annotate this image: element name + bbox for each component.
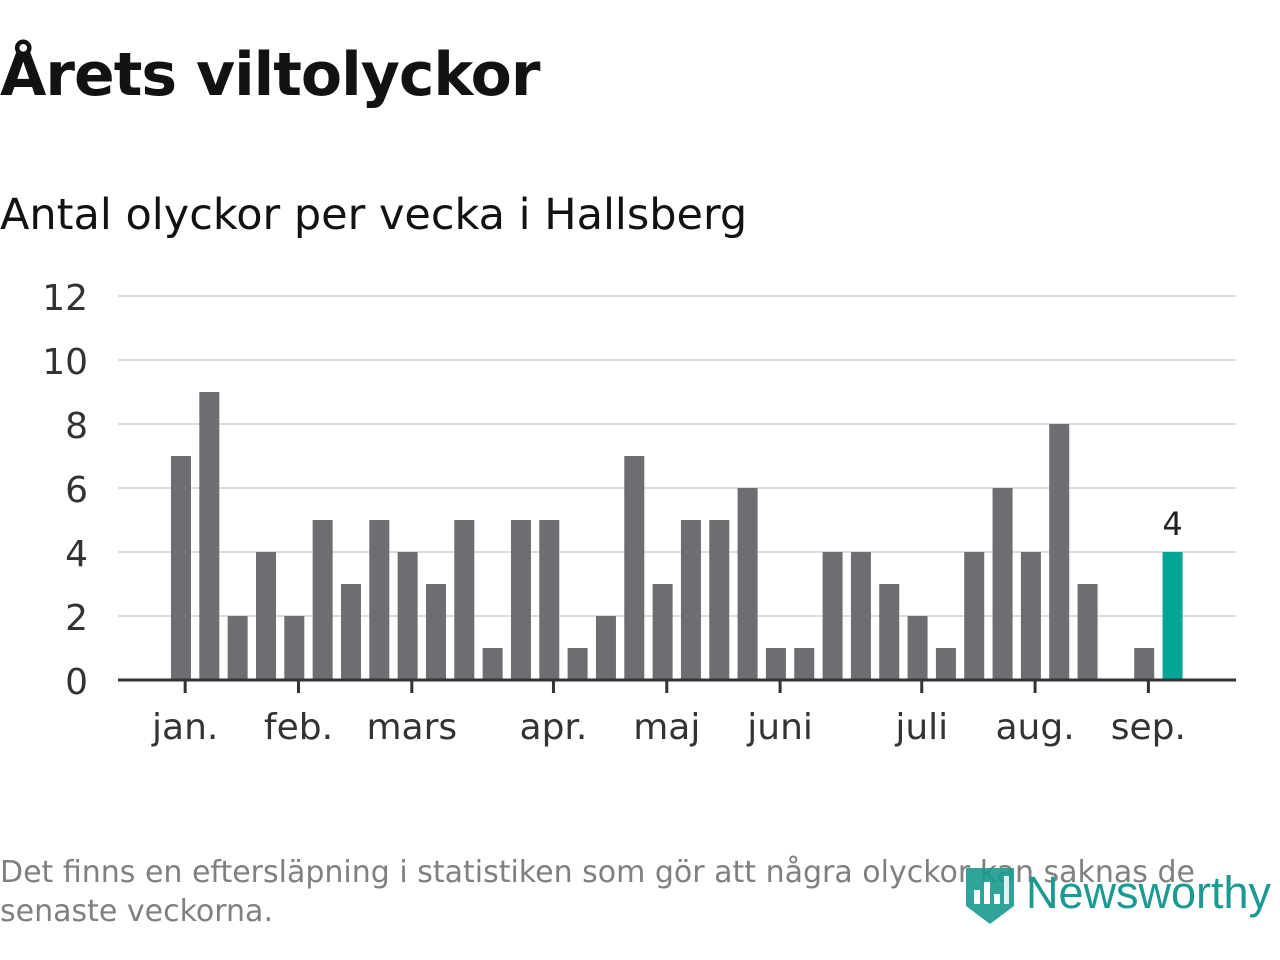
- bar: [255, 552, 276, 680]
- newsworthy-logo[interactable]: Newsworthy: [964, 858, 1271, 928]
- bar: [567, 648, 588, 680]
- bar: [709, 520, 730, 680]
- bar-chart: 0 2 4 6 8 10 12 jan. feb. mars apr. maj juni juli aug.…: [42, 278, 1236, 748]
- bar: [765, 648, 786, 680]
- bar: [171, 456, 191, 680]
- bar: [425, 584, 446, 680]
- labels: 0 2 4 6 8 10 12 jan. feb. mars apr. maj juni juli aug.…: [42, 278, 1186, 748]
- x-axis: [118, 678, 1236, 693]
- bar: [312, 520, 333, 680]
- bar: [595, 616, 616, 680]
- x-tick-label: aug.: [995, 707, 1074, 748]
- y-tick-label: 8: [65, 406, 88, 447]
- chart-title: Årets viltolyckor: [0, 40, 540, 110]
- y-tick-label: 4: [65, 534, 88, 575]
- y-tick-label: 0: [65, 662, 88, 703]
- bar: [199, 392, 220, 680]
- y-tick-label: 6: [65, 470, 88, 511]
- y-tick-label: 2: [65, 598, 88, 639]
- bar: [482, 648, 503, 680]
- bars: [171, 392, 1183, 680]
- bar: [1020, 552, 1041, 680]
- bar: [907, 616, 928, 680]
- x-tick-label: jan.: [151, 707, 218, 748]
- bar: [1134, 648, 1155, 680]
- bar: [284, 616, 305, 680]
- bar: [992, 488, 1013, 680]
- bar: [935, 648, 956, 680]
- x-tick-label: juli: [894, 707, 948, 748]
- bar-chart-shield-icon: [966, 868, 1014, 924]
- bar: [624, 456, 645, 680]
- bar: [454, 520, 475, 680]
- highlight-bar: [1162, 552, 1183, 680]
- bar: [680, 520, 701, 680]
- bar: [822, 552, 843, 680]
- bar: [964, 552, 985, 680]
- bar: [1077, 584, 1098, 680]
- bar: [652, 584, 673, 680]
- x-tick-label: apr.: [520, 707, 588, 748]
- y-tick-label: 12: [42, 278, 88, 319]
- x-tick-label: maj: [633, 707, 700, 748]
- bar: [369, 520, 390, 680]
- x-tick-label: sep.: [1111, 707, 1186, 748]
- bar: [397, 552, 418, 680]
- bar: [794, 648, 815, 680]
- x-tick-label: mars: [366, 707, 457, 748]
- chart-subtitle: Antal olyckor per vecka i Hallsberg: [0, 190, 748, 240]
- bar: [227, 616, 248, 680]
- bar: [737, 488, 758, 680]
- bar: [539, 520, 560, 680]
- x-tick-label: juni: [746, 707, 813, 748]
- bar: [510, 520, 531, 680]
- data-label: 4: [1162, 505, 1182, 543]
- y-tick-label: 10: [42, 342, 88, 383]
- bar: [879, 584, 900, 680]
- logo-text: Newsworthy: [1026, 867, 1272, 918]
- bar: [340, 584, 361, 680]
- bar: [1049, 424, 1070, 680]
- bar: [850, 552, 871, 680]
- x-tick-label: feb.: [264, 707, 333, 748]
